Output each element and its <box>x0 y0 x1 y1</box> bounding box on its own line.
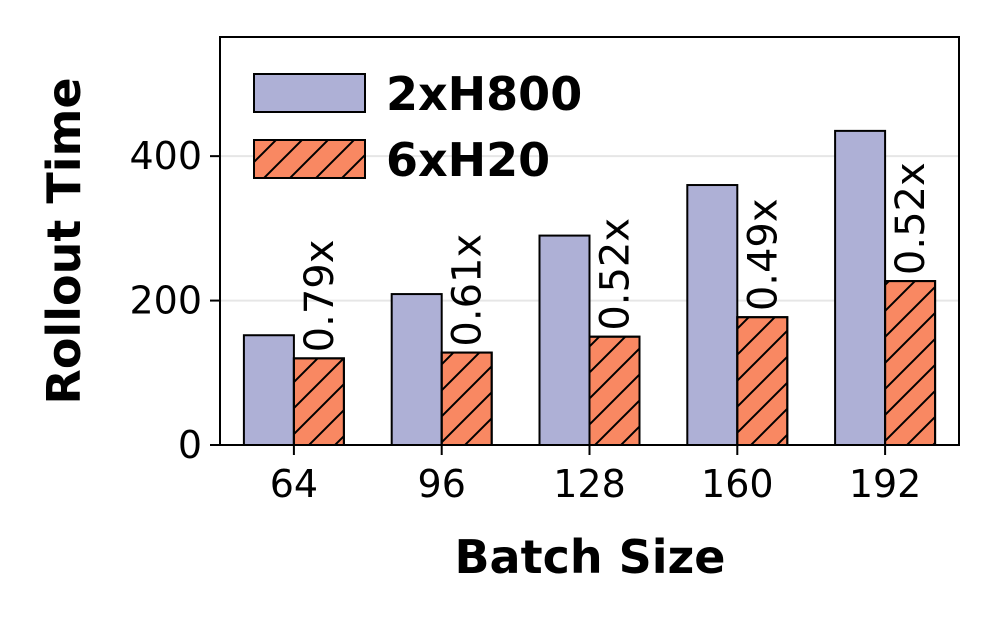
y-tick-label: 200 <box>129 279 202 323</box>
bar-2xh800-128 <box>538 234 591 446</box>
ratio-label-64: 0.79x <box>297 240 343 353</box>
ratio-label-160: 0.49x <box>740 198 786 311</box>
bar-hatch-6xh20-160 <box>736 316 789 447</box>
legend-swatch-6xh20-hatch <box>253 139 366 179</box>
bar-hatch-6xh20-64 <box>292 357 345 446</box>
bar-2xh800-64 <box>242 334 295 447</box>
legend-label-6xh20: 6xH20 <box>386 133 550 187</box>
x-axis-title: Batch Size <box>455 530 726 584</box>
x-tick-label: 64 <box>270 462 318 506</box>
y-axis-title: Rollout Time <box>37 77 91 404</box>
bar-hatch-6xh20-96 <box>440 351 493 447</box>
legend-swatch-2xh800 <box>253 73 366 113</box>
ratio-label-128: 0.52x <box>593 218 639 331</box>
x-tick-label: 160 <box>701 462 774 506</box>
bar-2xh800-160 <box>686 184 739 446</box>
ratio-labels: 0.79x 0.61x 0.52x 0.49x 0.52x <box>297 162 934 352</box>
y-tick-label: 400 <box>129 134 202 178</box>
bar-hatch-6xh20-128 <box>588 335 641 447</box>
bar-hatch-6xh20-192 <box>884 280 937 446</box>
x-tick-label: 128 <box>553 462 626 506</box>
x-axis-ticks: 64 96 128 160 192 <box>270 445 922 506</box>
legend: 2xH800 6xH20 <box>253 67 582 187</box>
bar-2xh800-192 <box>834 129 887 446</box>
y-tick-label: 0 <box>178 423 202 467</box>
x-tick-label: 192 <box>849 462 922 506</box>
x-tick-label: 96 <box>418 462 466 506</box>
bars <box>242 129 937 447</box>
ratio-label-96: 0.61x <box>445 234 491 347</box>
y-axis-ticks: 0 200 400 <box>129 134 220 467</box>
bar-2xh800-96 <box>390 293 443 446</box>
legend-label-2xh800: 2xH800 <box>386 67 582 121</box>
ratio-label-192: 0.52x <box>888 162 934 275</box>
